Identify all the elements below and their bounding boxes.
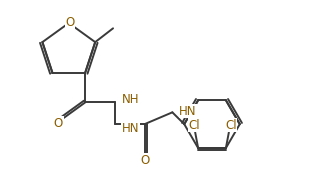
Text: O: O [54, 117, 63, 130]
Text: O: O [65, 16, 74, 29]
Text: Cl: Cl [188, 119, 200, 132]
Text: HN: HN [122, 122, 139, 135]
Text: HN: HN [179, 105, 197, 118]
Text: Cl: Cl [225, 119, 237, 132]
Text: O: O [140, 154, 149, 167]
Text: NH: NH [122, 93, 139, 106]
